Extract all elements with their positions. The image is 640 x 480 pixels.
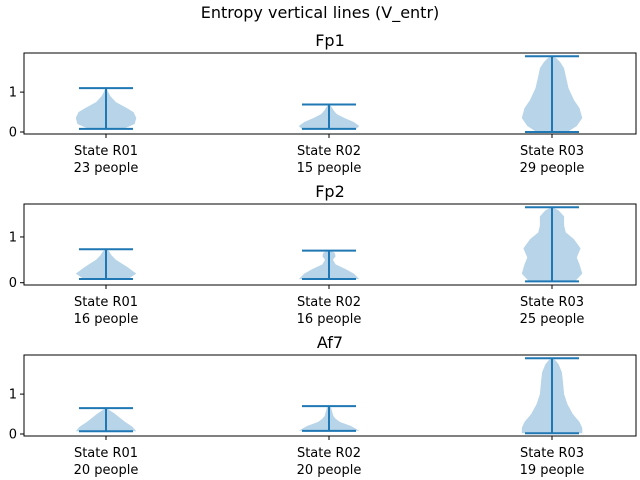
- x-tick-label: State R02: [297, 295, 361, 310]
- panel-title: Af7: [317, 333, 343, 352]
- x-tick-label: State R01: [74, 144, 138, 159]
- panel-af7: Af7 State R01 20 people State R02 20 people S…: [9, 333, 637, 478]
- x-tick-count: 23 people: [74, 161, 139, 176]
- x-tick-count: 20 people: [297, 463, 362, 478]
- axes-frame: [23, 203, 637, 286]
- x-tick-label: State R03: [520, 144, 584, 159]
- y-tick-label: 0: [9, 428, 17, 443]
- panels: Fp1 State R01 23 people State R02 15 people S…: [9, 31, 637, 478]
- x-tick-label: State R03: [520, 446, 584, 461]
- y-tick-label: 0: [9, 126, 17, 141]
- x-tick-count: 29 people: [520, 161, 585, 176]
- panel-fp2: Fp2 State R01 16 people State R02 16 people S…: [9, 182, 637, 327]
- x-tick-count: 25 people: [520, 312, 585, 327]
- x-tick-label: State R02: [297, 446, 361, 461]
- x-tick-label: State R02: [297, 144, 361, 159]
- axes-frame: [23, 52, 637, 135]
- figure-title: Entropy vertical lines (V_entr): [201, 3, 440, 23]
- x-tick-label: State R01: [74, 295, 138, 310]
- x-tick-label: State R01: [74, 446, 138, 461]
- panel-title: Fp1: [315, 31, 345, 50]
- panel-fp1: Fp1 State R01 23 people State R02 15 people S…: [9, 31, 637, 176]
- x-tick-count: 19 people: [520, 463, 585, 478]
- y-tick-label: 1: [9, 86, 17, 101]
- x-tick-count: 16 people: [74, 312, 139, 327]
- x-tick-label: State R03: [520, 295, 584, 310]
- y-tick-label: 1: [9, 388, 17, 403]
- y-tick-label: 1: [9, 230, 17, 245]
- x-tick-count: 20 people: [74, 463, 139, 478]
- axes-frame: [23, 354, 637, 437]
- y-tick-label: 0: [9, 276, 17, 291]
- x-tick-count: 15 people: [297, 161, 362, 176]
- panel-title: Fp2: [315, 182, 345, 201]
- x-tick-count: 16 people: [297, 312, 362, 327]
